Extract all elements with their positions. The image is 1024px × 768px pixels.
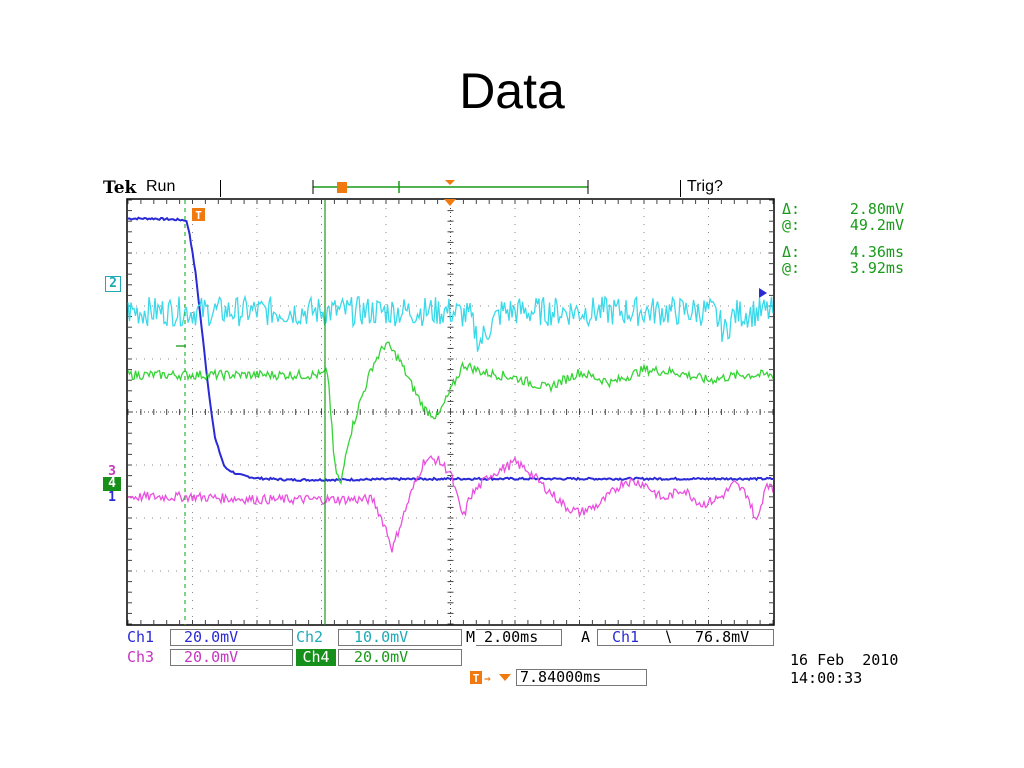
trace-ch3 xyxy=(127,455,774,553)
ch2-scale-box xyxy=(338,629,462,646)
trigger-box xyxy=(597,629,774,646)
ch2-label: Ch2 xyxy=(296,628,324,646)
svg-text:T: T xyxy=(473,672,480,685)
ch4-scale-box xyxy=(338,649,462,666)
trace-ch1 xyxy=(127,216,773,483)
measurement-row: Δ: 4.36ms xyxy=(782,243,904,261)
timebase-box xyxy=(476,629,562,646)
slide-title: Data xyxy=(459,63,565,119)
measurement-row: Δ: 2.80mV xyxy=(782,200,904,218)
timestamp-time: 14:00:33 xyxy=(790,669,863,687)
ch3-label: Ch3 xyxy=(127,648,155,666)
record-position-bar xyxy=(312,180,589,194)
trigger-source: Ch1 xyxy=(612,628,640,646)
ch3-scale-box xyxy=(170,649,293,666)
svg-text:→: → xyxy=(484,672,491,685)
ch4-label: Ch4 xyxy=(296,649,336,666)
level-arrow-icon xyxy=(759,288,767,298)
ch1-label: Ch1 xyxy=(127,628,155,646)
trigger-position-icon: T → xyxy=(470,671,511,685)
measurement-value: 3.92ms xyxy=(849,259,904,277)
trigger-top-icon xyxy=(444,199,456,206)
graticule-grid xyxy=(127,199,774,625)
trigger-slope-icon: ∖ xyxy=(663,628,673,646)
trace-ch2 xyxy=(127,294,774,352)
measurement-symbol: @: xyxy=(782,216,801,234)
trigger-mode: A xyxy=(581,628,591,646)
measurement-symbol: Δ: xyxy=(782,243,801,261)
ch3-marker: 3 xyxy=(108,464,116,479)
timebase: M 2.00ms xyxy=(466,628,539,646)
measurement-value: 49.2mV xyxy=(849,216,904,234)
measurement-row: @: 3.92ms xyxy=(782,259,904,277)
ch3-scale: 20.0mV xyxy=(184,648,239,666)
timestamp: 16 Feb 2010 14:00:33 xyxy=(790,651,898,687)
ch1-scale: 20.0mV xyxy=(184,628,239,646)
traces xyxy=(127,216,774,553)
run-status: Run xyxy=(146,178,176,195)
measurement-symbol: Δ: xyxy=(782,200,801,218)
measurement-symbol: @: xyxy=(782,259,801,277)
ch2-marker: 2 xyxy=(105,276,121,292)
trigger-position-icon xyxy=(445,180,455,185)
trigger-position-value: 7.84000ms xyxy=(520,668,602,686)
header-divider xyxy=(220,180,221,197)
timestamp-date: 16 Feb 2010 xyxy=(790,651,899,669)
trigger-t-icon xyxy=(192,208,205,221)
brand-label: Tek xyxy=(103,178,137,198)
trigger-level: 76.8mV xyxy=(695,628,750,646)
svg-text:T: T xyxy=(195,209,202,222)
trigger-marker-icon xyxy=(337,182,347,193)
trace-ch4 xyxy=(127,341,774,485)
measurement-row: @: 49.2mV xyxy=(782,216,904,234)
header-divider xyxy=(680,180,681,197)
measurement-value: 2.80mV xyxy=(849,200,904,218)
measurement-value: 4.36ms xyxy=(849,243,904,261)
ch4-marker: 4 xyxy=(103,477,121,491)
trigger-status: Trig? xyxy=(687,178,723,195)
ch2-scale: 10.0mV xyxy=(354,628,409,646)
ch4-scale: 20.0mV xyxy=(354,648,409,666)
trigger-position-box xyxy=(516,669,647,686)
ch1-scale-box xyxy=(170,629,293,646)
ch1-marker: 1 xyxy=(108,490,116,505)
